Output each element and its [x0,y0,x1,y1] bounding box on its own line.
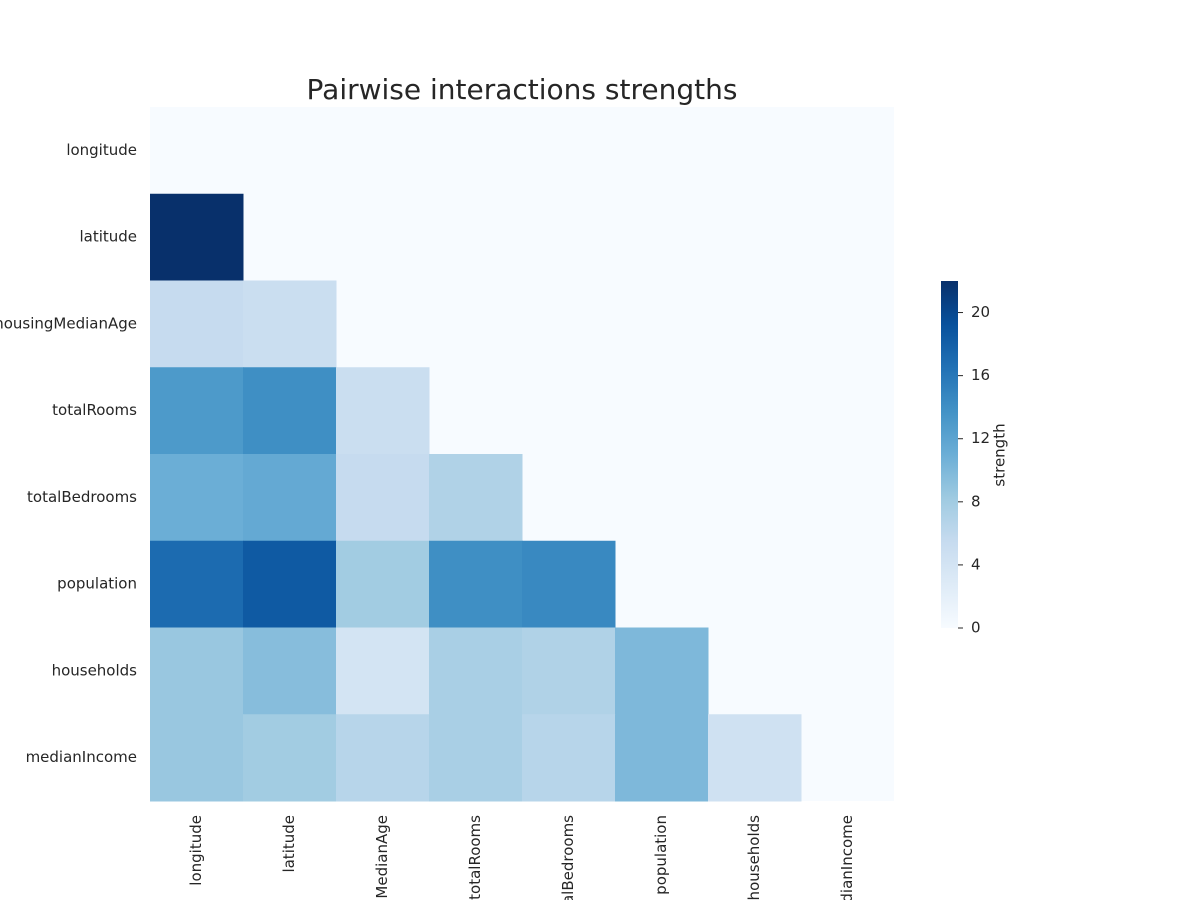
colorbar-tick-label: 16 [971,366,990,384]
heatmap-cell [429,540,523,628]
heatmap-cell [150,454,244,542]
heatmap-cell [150,367,244,455]
heatmap-cell [336,540,430,628]
heatmap-cell [336,714,430,802]
row-label: households [52,661,138,679]
heatmap-cell [522,540,616,628]
row-label: totalBedrooms [27,488,137,506]
heatmap-cell [243,367,337,455]
column-label: housingMedianAge [373,815,391,900]
heatmap-cell [336,454,430,542]
heatmap-cell [150,714,244,802]
heatmap-cell [429,454,523,542]
heatmap-cell [150,280,244,368]
colorbar-tick-label: 20 [971,303,990,321]
heatmap-cell [708,714,802,802]
column-label: totalBedrooms [559,815,577,900]
row-label: housingMedianAge [0,314,137,332]
row-label: population [57,575,137,593]
heatmap-cell [429,627,523,715]
row-label: totalRooms [52,401,137,419]
colorbar-tick-label: 8 [971,492,981,510]
heatmap-cell [243,280,337,368]
heatmap-cell [522,714,616,802]
column-label: medianIncome [838,815,856,900]
heatmap-cell [243,714,337,802]
colorbar [941,281,958,628]
heatmap-cell [243,540,337,628]
chart-title: Pairwise interactions strengths [307,73,738,106]
heatmap-cell [429,714,523,802]
column-label: households [745,815,763,900]
column-label: latitude [280,815,298,873]
row-label: longitude [66,141,137,159]
colorbar-tick-label: 12 [971,429,990,447]
heatmap-cell [522,627,616,715]
heatmap-cell [615,627,709,715]
heatmap-cell [336,367,430,455]
heatmap-cell [336,627,430,715]
colorbar-label: strength [991,423,1009,486]
column-label: population [652,815,670,895]
heatmap-cell [150,540,244,628]
column-label: longitude [187,815,205,886]
colorbar-tick-label: 4 [971,555,981,573]
row-label: latitude [79,228,137,246]
heatmap-cell [615,714,709,802]
colorbar-tick-label: 0 [971,619,981,637]
column-label: totalRooms [466,815,484,900]
heatmap-cell [150,627,244,715]
row-label: medianIncome [26,748,137,766]
heatmap-cell [243,627,337,715]
heatmap-cell [150,193,244,281]
heatmap-cell [243,454,337,542]
